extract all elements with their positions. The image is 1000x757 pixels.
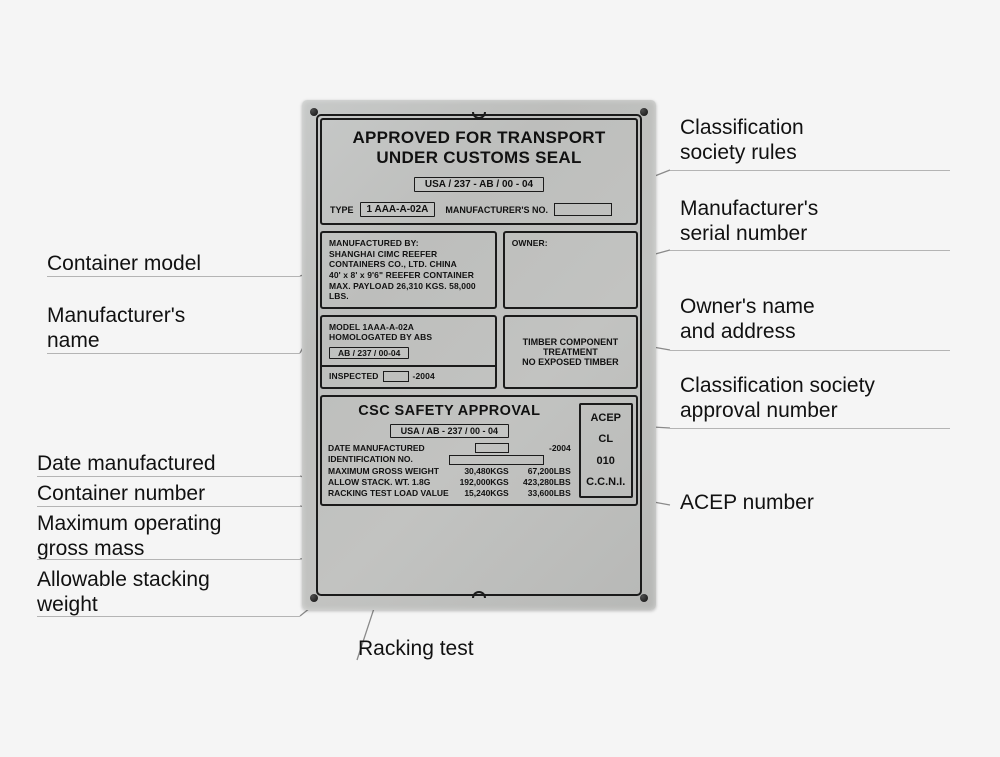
mfr-l2: CONTAINERS CO., LTD. CHINA <box>329 259 488 270</box>
mfr-title: MANUFACTURED BY: <box>329 238 488 249</box>
subpanel-timber: TIMBER COMPONENT TREATMENT NO EXPOSED TI… <box>503 315 638 389</box>
panel-approved: APPROVED FOR TRANSPORT UNDER CUSTOMS SEA… <box>320 118 638 225</box>
timber-l1: TIMBER COMPONENT <box>512 337 629 347</box>
callout-underline <box>37 559 300 560</box>
acep-box: ACEP CL 010 C.C.N.I. <box>579 403 633 499</box>
csc-row-label: ALLOW STACK. WT. 1.8G <box>328 477 449 487</box>
mfr-no-label: MANUFACTURER'S NO. <box>445 205 548 215</box>
callout-underline <box>670 428 950 429</box>
homolog-code: AB / 237 / 00-04 <box>329 347 409 359</box>
approved-line2: UNDER CUSTOMS SEAL <box>330 148 628 168</box>
csc-main: CSC SAFETY APPROVAL USA / AB - 237 / 00 … <box>328 403 571 499</box>
csc-row-kgs: 15,240KGS <box>449 488 509 498</box>
csc-plate: APPROVED FOR TRANSPORT UNDER CUSTOMS SEA… <box>302 100 656 610</box>
homolog-divider <box>322 365 495 367</box>
subpanel-owner: OWNER: <box>503 231 638 309</box>
subpanel-manufacturer: MANUFACTURED BY: SHANGHAI CIMC REEFER CO… <box>320 231 497 309</box>
csc-row-label: RACKING TEST LOAD VALUE <box>328 488 449 498</box>
screw-icon <box>640 594 648 602</box>
csc-row-lbs: -2004 <box>509 443 571 454</box>
callout-label: Container number <box>37 481 302 506</box>
csc-row-lbs: 33,600LBS <box>509 488 571 498</box>
callout-label: ACEP number <box>680 490 940 515</box>
screw-icon <box>640 108 648 116</box>
csc-row-kgs <box>449 443 509 454</box>
csc-row-label: DATE MANUFACTURED <box>328 443 449 454</box>
owner-title: OWNER: <box>512 238 629 249</box>
csc-row-kgs: 192,000KGS <box>449 477 509 487</box>
notch-icon <box>472 591 486 598</box>
csc-code: USA / AB - 237 / 00 - 04 <box>390 424 509 438</box>
acep-l3: 010 <box>585 454 627 469</box>
callout-label: Owner's nameand address <box>680 294 940 344</box>
subpanel-homolog: MODEL 1AAA-A-02A HOMOLOGATED BY ABS AB /… <box>320 315 497 389</box>
csc-title: CSC SAFETY APPROVAL <box>328 403 571 419</box>
mfr-no-field <box>554 203 612 216</box>
type-label: TYPE <box>330 205 354 215</box>
callout-underline <box>47 353 300 354</box>
panel-homolog-timber: MODEL 1AAA-A-02A HOMOLOGATED BY ABS AB /… <box>320 315 638 389</box>
plate-content: APPROVED FOR TRANSPORT UNDER CUSTOMS SEA… <box>320 118 638 592</box>
panel-csc: CSC SAFETY APPROVAL USA / AB - 237 / 00 … <box>320 395 638 507</box>
callout-label: Date manufactured <box>37 451 302 476</box>
inspected-month-box <box>383 371 409 382</box>
csc-table: DATE MANUFACTURED -2004 IDENTIFICATION NO.… <box>328 443 571 499</box>
acep-l2: CL <box>585 432 627 447</box>
callout-label: Classificationsociety rules <box>680 115 940 165</box>
csc-row-kgs <box>449 454 509 465</box>
mfr-l1: SHANGHAI CIMC REEFER <box>329 249 488 260</box>
csc-row-lbs: 67,200LBS <box>509 466 571 476</box>
inspected-label: INSPECTED <box>329 371 379 382</box>
approved-line1: APPROVED FOR TRANSPORT <box>330 128 628 148</box>
callout-underline <box>37 506 300 507</box>
csc-row-label: MAXIMUM GROSS WEIGHT <box>328 466 449 476</box>
callout-label: Manufacturer'sserial number <box>680 196 940 246</box>
acep-l4: C.C.N.I. <box>585 475 627 490</box>
callout-label: Allowable stackingweight <box>37 567 302 617</box>
callout-underline <box>37 476 300 477</box>
panel-mfr-owner: MANUFACTURED BY: SHANGHAI CIMC REEFER CO… <box>320 231 638 309</box>
acep-l1: ACEP <box>585 411 627 426</box>
callout-underline <box>670 250 950 251</box>
homolog-l1: MODEL 1AAA-A-02A <box>329 322 488 333</box>
callout-label: Classification societyapproval number <box>680 373 980 423</box>
callout-underline <box>47 276 300 277</box>
csc-row-lbs: 423,280LBS <box>509 477 571 487</box>
csc-row-kgs: 30,480KGS <box>449 466 509 476</box>
type-value: 1 AAA-A-02A <box>360 202 436 217</box>
inspected-year: -2004 <box>413 371 435 382</box>
date-month-box <box>475 443 509 453</box>
customs-code: USA / 237 - AB / 00 - 04 <box>414 177 544 192</box>
mfr-l3: 40' x 8' x 9'6" REEFER CONTAINER <box>329 270 488 281</box>
screw-icon <box>310 108 318 116</box>
timber-l3: NO EXPOSED TIMBER <box>512 357 629 367</box>
callout-label: Container model <box>47 251 297 276</box>
homolog-l2: HOMOLOGATED BY ABS <box>329 332 488 343</box>
callout-underline <box>670 350 950 351</box>
callout-label: Manufacturer'sname <box>47 303 297 353</box>
timber-l2: TREATMENT <box>512 347 629 357</box>
stage: APPROVED FOR TRANSPORT UNDER CUSTOMS SEA… <box>0 0 1000 757</box>
csc-row-label: IDENTIFICATION NO. <box>328 454 449 465</box>
callout-label: Maximum operatinggross mass <box>37 511 302 561</box>
mfr-l4: MAX. PAYLOAD 26,310 KGS. 58,000 LBS. <box>329 281 488 302</box>
callout-underline <box>37 616 300 617</box>
callout-underline <box>670 170 950 171</box>
callout-label: Racking test <box>358 636 474 661</box>
screw-icon <box>310 594 318 602</box>
csc-row-lbs <box>509 454 571 465</box>
